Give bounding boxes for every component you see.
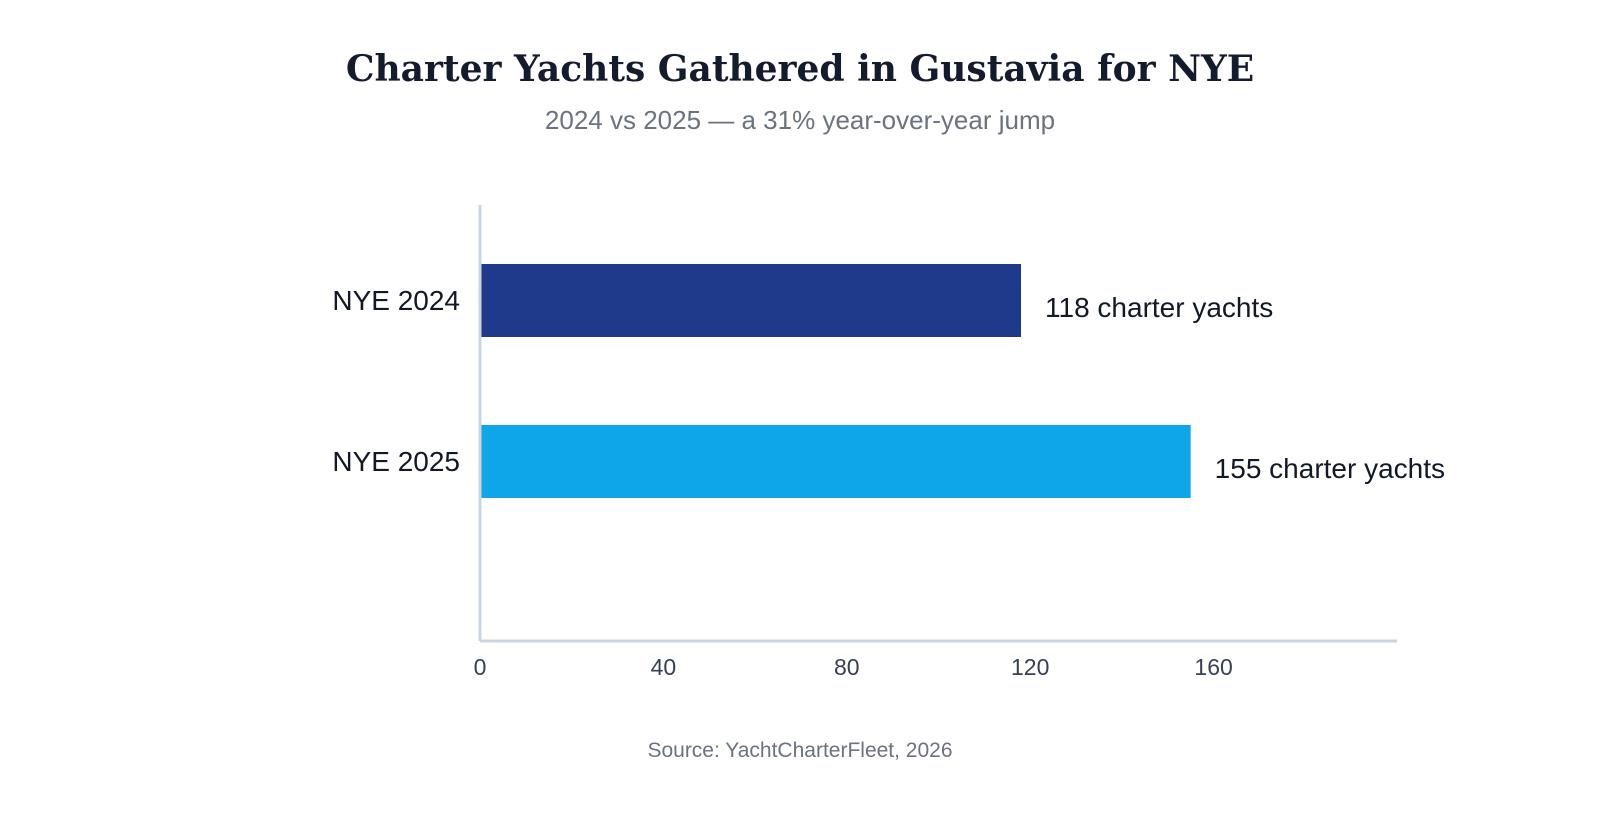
bar-nye-2024 [480,264,1022,337]
category-label: NYE 2024 [332,285,460,316]
value-labels: 118 charter yachts 155 charter yachts [1045,292,1445,484]
axes [478,205,1397,643]
chart-subtitle: 2024 vs 2025 — a 31% year-over-year jump [544,105,1056,135]
x-tick-label: 40 [651,654,677,680]
value-label: 155 charter yachts [1215,453,1445,484]
x-tick-label: 0 [474,654,487,680]
x-tick-label: 120 [1011,654,1049,680]
value-label: 118 charter yachts [1045,292,1273,323]
x-tick-labels: 0 40 80 120 160 [474,654,1233,680]
category-label: NYE 2025 [332,446,460,477]
x-tick-label: 80 [834,654,860,680]
category-labels: NYE 2024 NYE 2025 [332,285,460,477]
x-tick-label: 160 [1194,654,1232,680]
bar-nye-2025 [480,425,1191,498]
source-note: Source: YachtCharterFleet, 2026 [647,739,953,762]
bars-layer [480,264,1191,498]
chart-title: Charter Yachts Gathered in Gustavia for … [345,48,1255,90]
